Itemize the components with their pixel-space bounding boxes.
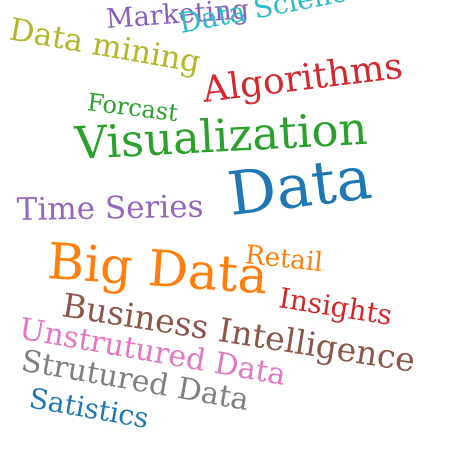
word-algorithms: Algorithms	[200, 45, 405, 111]
word-data-science: Data Science	[176, 0, 366, 40]
word-data: Data	[224, 142, 376, 230]
word-time-series: Time Series	[16, 188, 204, 228]
